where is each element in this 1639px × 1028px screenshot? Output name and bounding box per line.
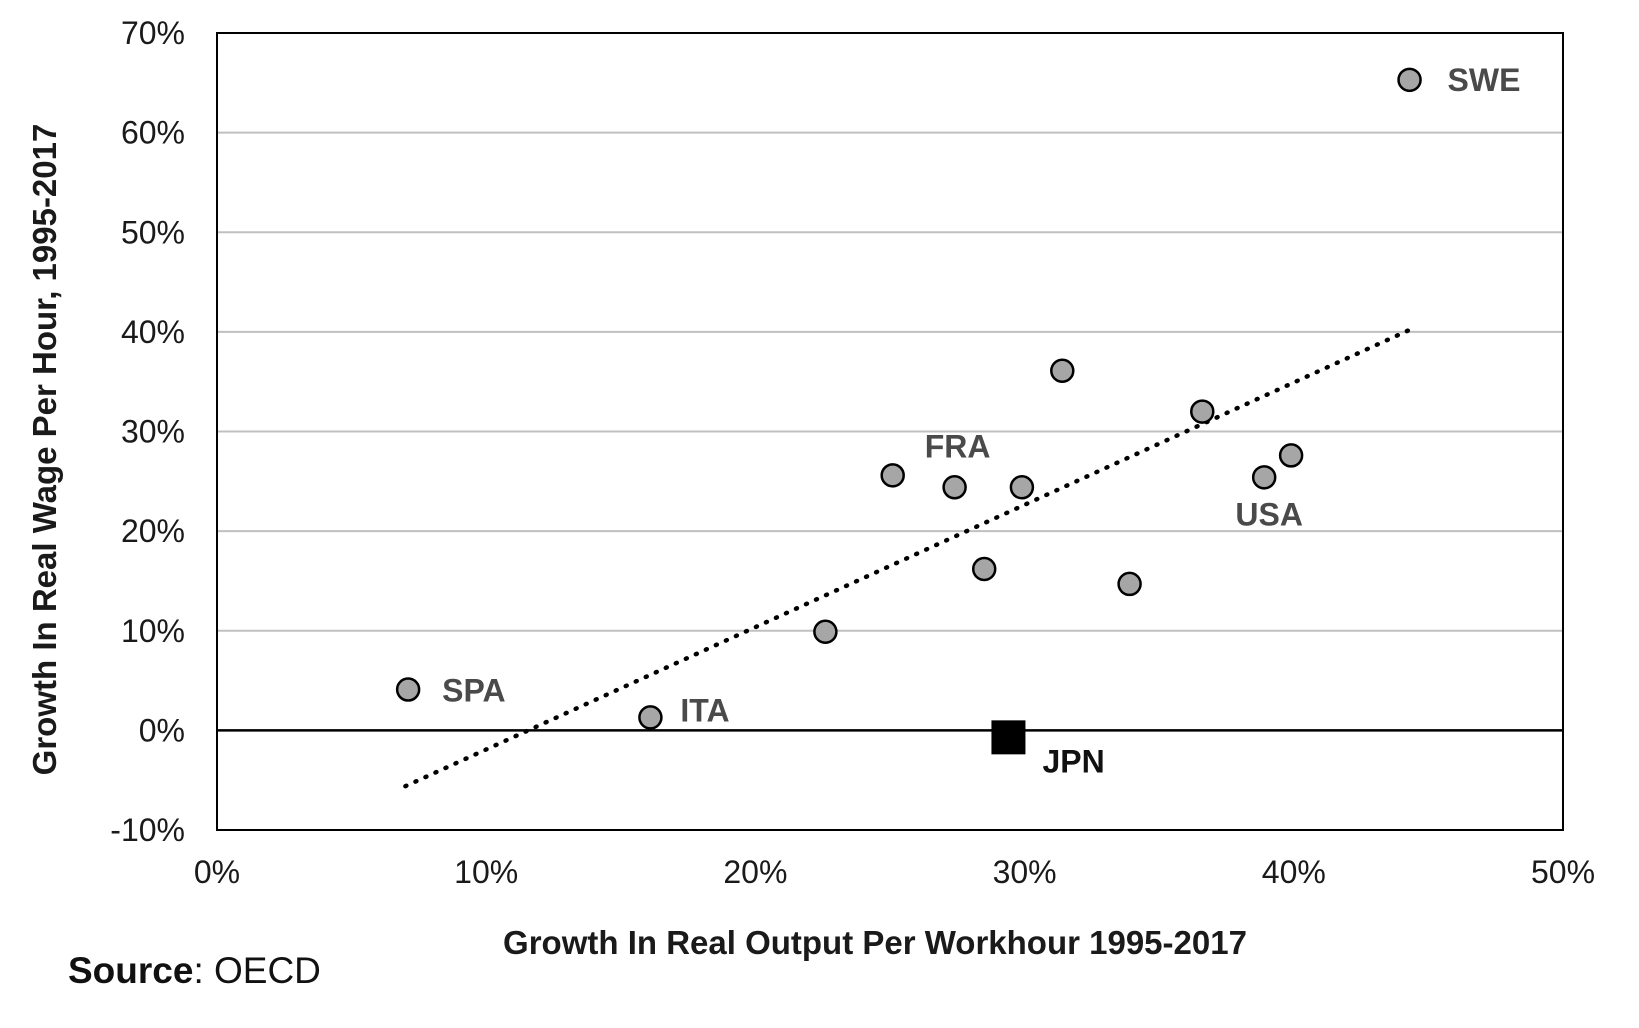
point-swe [1397,67,1422,93]
y-tick-label: 20% [121,513,185,549]
y-tick-label: 30% [121,414,185,450]
source-label: Source [68,950,194,991]
label-fra: FRA [925,428,991,464]
grid-lines [217,131,1563,632]
source-text: OECD [214,950,321,991]
x-tick-label: 20% [723,854,787,890]
y-tick-label: -10% [110,812,185,848]
y-tick-label: 40% [121,314,185,350]
x-tick-label: 40% [1262,854,1326,890]
x-tick-label: 30% [993,854,1057,890]
x-tick-label: 0% [194,854,240,890]
data-points [395,67,1422,730]
label-spa: SPA [442,673,505,709]
y-tick-label: 10% [121,613,185,649]
point-fra [942,475,967,500]
x-axis-title: Growth In Real Output Per Workhour 1995-… [503,924,1247,961]
data-point [971,556,997,582]
point-labels: SPA ITA FRA USA SWE JPN [442,62,1520,780]
x-axis-ticks: 0% 10% 20% 30% 40% 50% [194,854,1595,890]
point-usa [1251,465,1277,490]
label-ita: ITA [680,692,729,728]
data-point [1278,443,1304,468]
data-point [813,619,838,644]
data-point [1190,399,1215,424]
y-axis-ticks: -10% 0% 10% 20% 30% 40% 50% 60% 70% [110,15,185,848]
data-point [880,463,905,488]
y-tick-label: 0% [139,712,185,748]
x-tick-label: 10% [454,854,518,890]
source-note: Source: OECD [68,950,321,992]
y-tick-label: 70% [121,15,185,51]
x-tick-label: 50% [1531,854,1595,890]
point-spa [395,677,421,702]
trendline [403,327,1412,789]
plot-area-border [216,32,1564,831]
source-separator: : [193,950,204,991]
label-swe: SWE [1448,62,1521,98]
point-ita [638,705,663,730]
y-axis-title: Growth In Real Wage Per Hour, 1995-2017 [26,124,63,776]
jpn-marker [991,720,1026,755]
data-point [1117,571,1142,597]
y-tick-label: 60% [121,115,185,151]
data-point [1009,475,1035,500]
label-jpn: JPN [1042,743,1104,779]
y-tick-label: 50% [121,214,185,250]
data-point [1050,358,1075,383]
label-usa: USA [1235,496,1303,532]
